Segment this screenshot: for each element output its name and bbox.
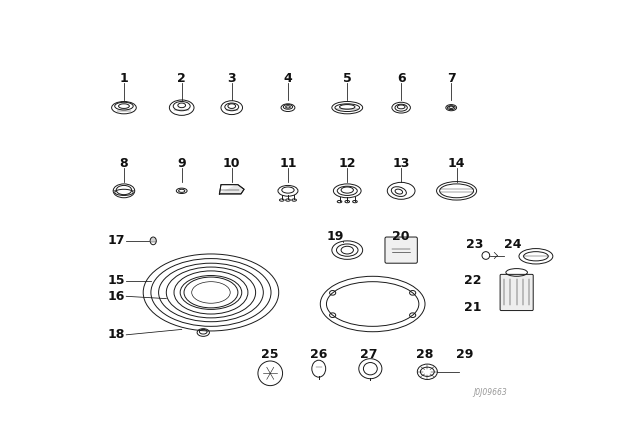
Text: 26: 26 bbox=[310, 348, 328, 361]
Text: 3: 3 bbox=[227, 72, 236, 85]
Text: 19: 19 bbox=[327, 230, 344, 243]
Text: 20: 20 bbox=[392, 230, 410, 243]
Text: 25: 25 bbox=[262, 348, 279, 361]
FancyBboxPatch shape bbox=[385, 237, 417, 263]
Text: 10: 10 bbox=[223, 157, 241, 170]
Text: 29: 29 bbox=[456, 348, 473, 361]
Text: 12: 12 bbox=[339, 157, 356, 170]
Text: 27: 27 bbox=[360, 348, 378, 361]
Text: J0J09663: J0J09663 bbox=[473, 388, 507, 397]
Text: 11: 11 bbox=[279, 157, 297, 170]
Text: 13: 13 bbox=[392, 157, 410, 170]
Text: 15: 15 bbox=[108, 275, 125, 288]
FancyBboxPatch shape bbox=[500, 274, 533, 310]
Text: 24: 24 bbox=[504, 238, 522, 251]
Text: 4: 4 bbox=[284, 72, 292, 85]
Text: 28: 28 bbox=[415, 348, 433, 361]
Text: 16: 16 bbox=[108, 290, 125, 303]
Text: 8: 8 bbox=[120, 157, 128, 170]
Text: 14: 14 bbox=[448, 157, 465, 170]
Text: 7: 7 bbox=[447, 72, 456, 85]
Polygon shape bbox=[220, 185, 244, 194]
Text: 17: 17 bbox=[108, 234, 125, 247]
Text: 9: 9 bbox=[177, 157, 186, 170]
Text: 23: 23 bbox=[466, 238, 483, 251]
Text: 5: 5 bbox=[343, 72, 351, 85]
Text: 18: 18 bbox=[108, 328, 125, 341]
Text: 22: 22 bbox=[464, 275, 481, 288]
Text: 1: 1 bbox=[120, 72, 129, 85]
Text: 2: 2 bbox=[177, 72, 186, 85]
Text: 6: 6 bbox=[397, 72, 406, 85]
Text: 21: 21 bbox=[464, 302, 481, 314]
